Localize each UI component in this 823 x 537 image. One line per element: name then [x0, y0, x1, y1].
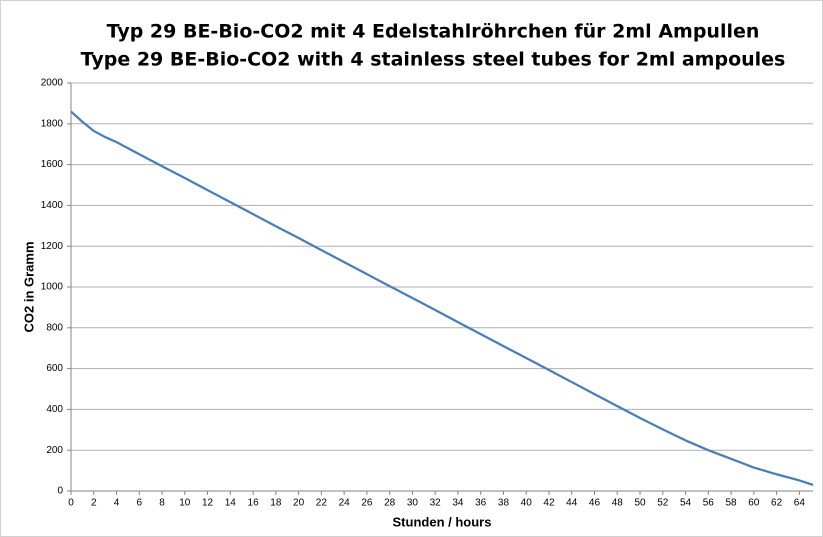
- chart-subtitle: Type 29 BE-Bio-CO2 with 4 stainless stee…: [81, 49, 786, 71]
- x-tick-label: 38: [498, 498, 510, 509]
- x-tick-label: 0: [68, 498, 74, 509]
- y-tick-label: 1600: [41, 159, 64, 170]
- x-tick-label: 50: [634, 498, 646, 509]
- x-tick-label: 2: [91, 498, 97, 509]
- x-tick-label: 24: [339, 498, 351, 509]
- y-tick-label: 0: [57, 486, 63, 497]
- x-tick-label: 64: [794, 498, 806, 509]
- x-tick-label: 22: [316, 498, 328, 509]
- y-tick-label: 1200: [41, 241, 64, 252]
- x-tick-label: 4: [114, 498, 120, 509]
- y-tick-label: 200: [46, 445, 63, 456]
- y-tick-label: 400: [46, 404, 63, 415]
- y-axis-title: CO2 in Gramm: [21, 241, 36, 332]
- x-tick-label: 52: [657, 498, 669, 509]
- x-tick-label: 54: [680, 498, 692, 509]
- x-tick-label: 14: [225, 498, 237, 509]
- y-tick-label: 800: [46, 322, 63, 333]
- x-tick-label: 58: [725, 498, 737, 509]
- x-tick-label: 6: [137, 498, 143, 509]
- y-tick-label: 1800: [41, 118, 64, 129]
- y-tick-label: 1400: [41, 200, 64, 211]
- x-tick-label: 42: [543, 498, 555, 509]
- x-tick-label: 16: [248, 498, 260, 509]
- y-tick-label: 2000: [41, 78, 64, 89]
- data-line: [70, 110, 814, 486]
- y-tick-label: 1000: [41, 282, 64, 293]
- x-tick-label: 32: [430, 498, 442, 509]
- x-tick-label: 36: [475, 498, 487, 509]
- x-tick-label: 8: [159, 498, 165, 509]
- x-tick-label: 56: [703, 498, 715, 509]
- x-tick-label: 62: [771, 498, 783, 509]
- x-tick-label: 30: [407, 498, 419, 509]
- x-tick-label: 18: [270, 498, 282, 509]
- x-tick-label: 40: [521, 498, 533, 509]
- x-tick-label: 48: [612, 498, 624, 509]
- x-tick-label: 20: [293, 498, 305, 509]
- x-tick-label: 28: [384, 498, 396, 509]
- chart-title: Typ 29 BE-Bio-CO2 mit 4 Edelstahlröhrche…: [107, 21, 760, 43]
- x-tick-label: 34: [452, 498, 464, 509]
- x-axis-title: Stunden / hours: [393, 514, 492, 529]
- y-tick-label: 600: [46, 363, 63, 374]
- x-tick-label: 10: [179, 498, 191, 509]
- x-tick-label: 46: [589, 498, 601, 509]
- x-tick-label: 12: [202, 498, 214, 509]
- x-tick-label: 60: [748, 498, 760, 509]
- x-tick-label: 44: [566, 498, 578, 509]
- x-tick-label: 26: [361, 498, 373, 509]
